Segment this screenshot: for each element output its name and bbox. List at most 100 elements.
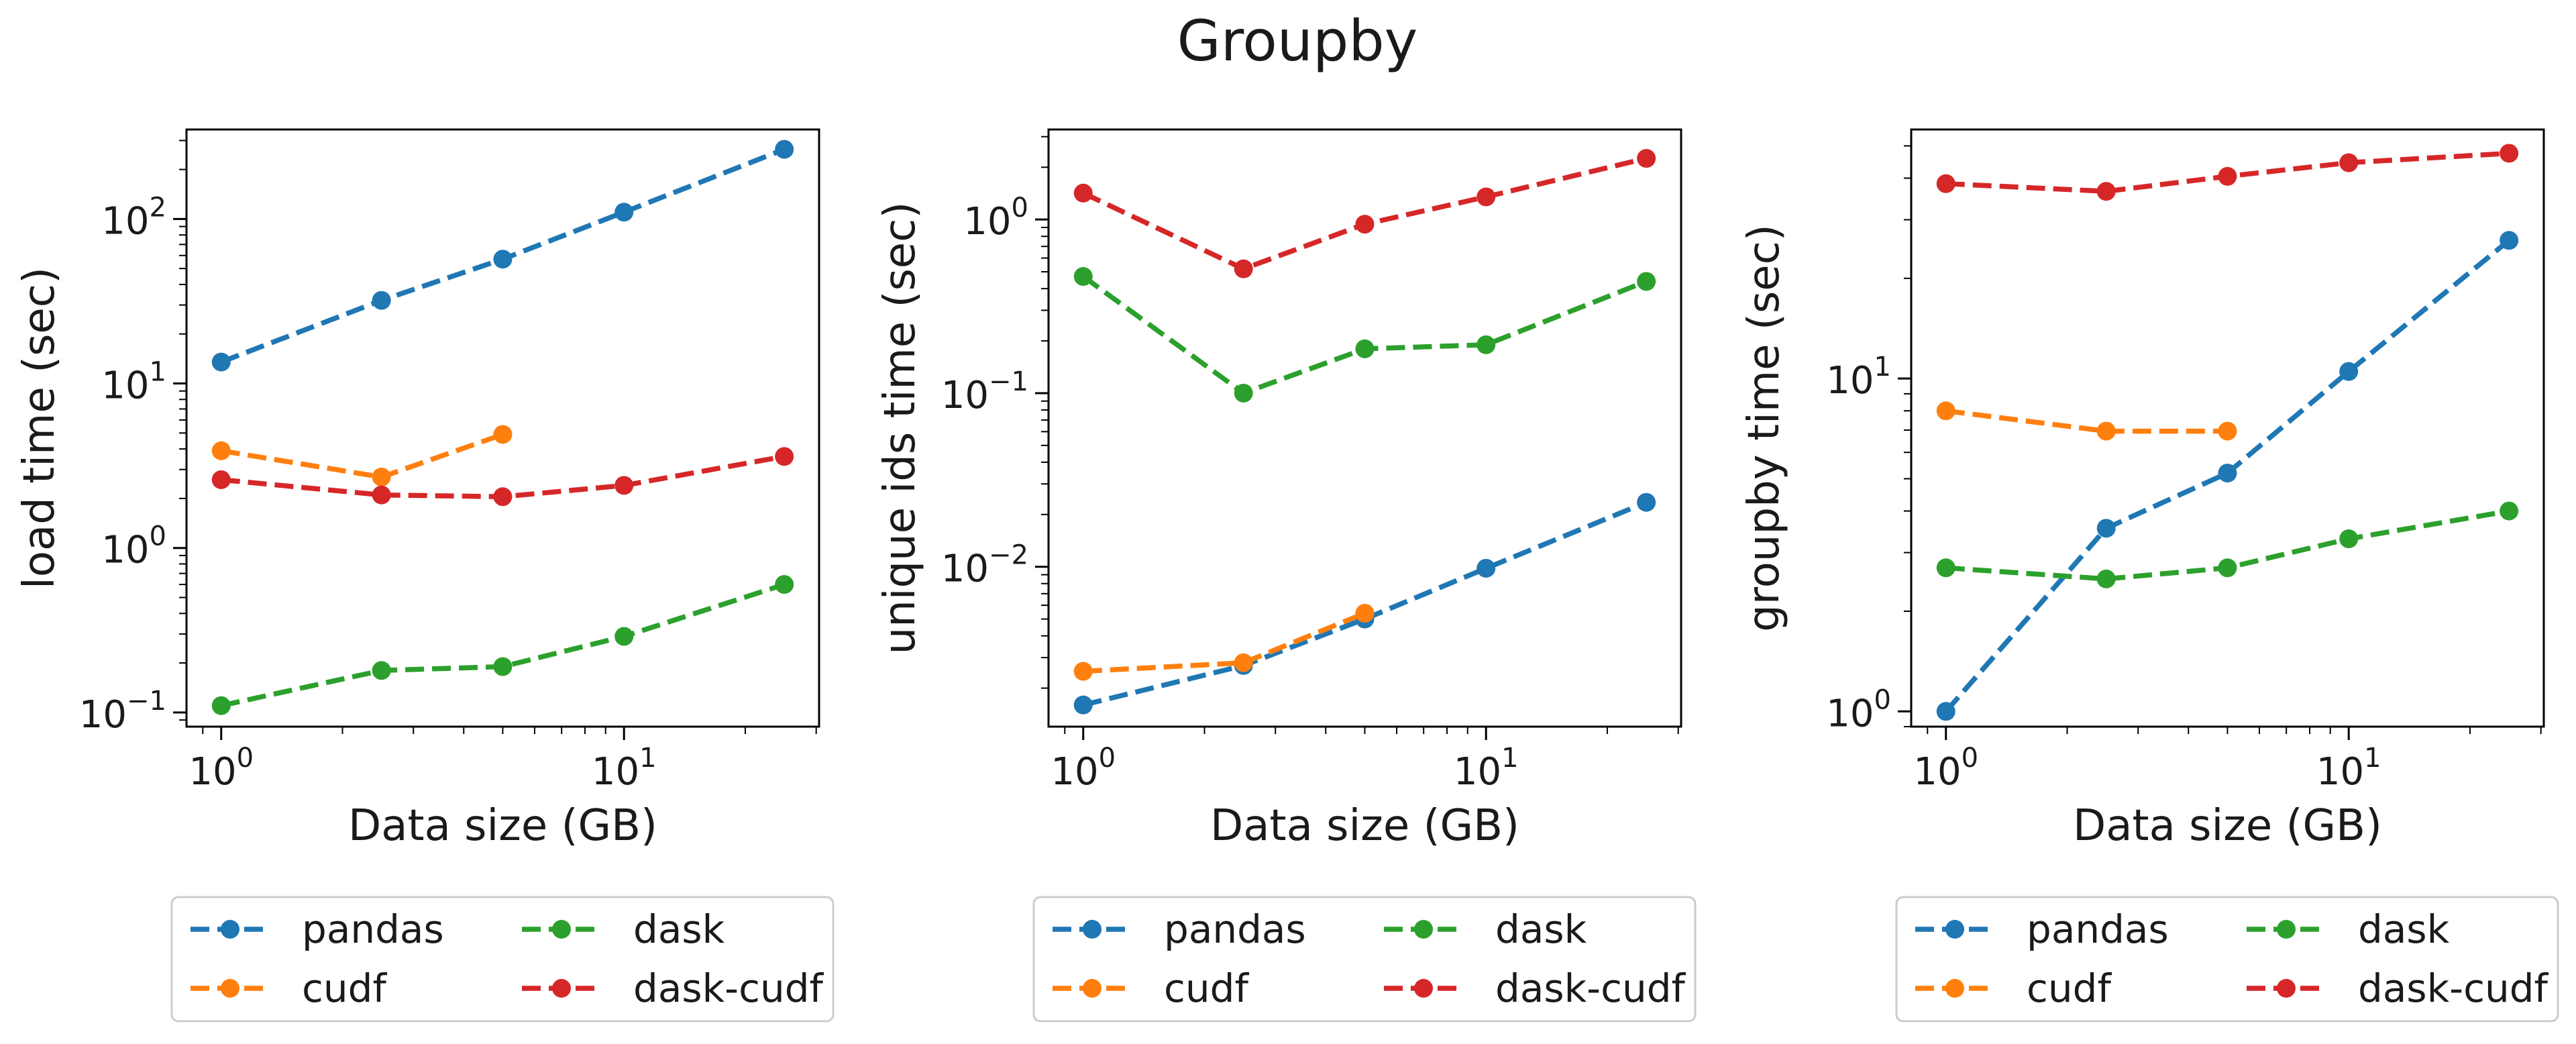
y-tick-exponent: 1	[1874, 352, 1891, 382]
y-tick-label: 102	[101, 192, 166, 243]
series-group	[1073, 149, 1656, 715]
y-tick-exponent: −1	[127, 686, 166, 717]
data-point-pandas	[1637, 492, 1656, 512]
x-axis-label: Data size (GB)	[348, 801, 657, 851]
series-line-cudf	[1083, 611, 1366, 674]
data-point-pandas	[1073, 695, 1093, 715]
data-point-pandas	[2096, 519, 2116, 538]
data-point-dask-cudf	[1477, 187, 1496, 207]
data-point-cudf	[2218, 421, 2237, 441]
data-point-pandas	[775, 140, 794, 159]
data-point-dask	[1234, 383, 1253, 403]
data-point-dask-cudf	[1073, 183, 1093, 203]
y-tick-base: 10	[101, 199, 149, 243]
data-point-pandas	[493, 250, 513, 269]
data-point-dask	[1477, 335, 1496, 354]
legend-label-cudf: cudf	[1164, 965, 1249, 1011]
y-tick-base: 10	[1826, 359, 1874, 403]
legend-marker-dask-cudf	[552, 979, 571, 998]
data-point-dask-cudf	[1936, 174, 1955, 193]
y-tick-base: 10	[79, 693, 127, 737]
data-point-dask-cudf	[211, 470, 231, 489]
y-tick-label: 101	[1826, 352, 1891, 403]
legend-label-pandas: pandas	[1164, 906, 1306, 952]
series-line-dask-cudf	[1082, 156, 1647, 272]
x-axis-label: Data size (GB)	[1210, 801, 1519, 851]
y-tick-label: 100	[963, 193, 1028, 244]
series-line-pandas	[1082, 500, 1648, 708]
x-tick-exponent: 0	[237, 743, 254, 774]
y-tick-label: 10−2	[941, 540, 1028, 591]
y-tick-exponent: −1	[989, 366, 1028, 397]
data-point-dask-cudf	[775, 447, 794, 466]
x-tick-label: 101	[1454, 743, 1519, 794]
y-tick-label: 101	[101, 357, 166, 408]
data-point-pandas	[211, 352, 231, 372]
series-line-dask	[1081, 274, 1648, 396]
legend-label-dask: dask	[1495, 906, 1587, 952]
legend-label-cudf: cudf	[302, 965, 387, 1011]
x-tick-label: 101	[2316, 743, 2381, 794]
legend-label-dask-cudf: dask-cudf	[2358, 965, 2549, 1011]
legend-label-pandas: pandas	[302, 906, 444, 952]
legend-marker-pandas	[221, 920, 239, 939]
y-tick-exponent: 1	[150, 357, 166, 388]
series-line-cudf	[1945, 408, 2228, 434]
x-tick-label: 100	[1051, 743, 1116, 794]
data-point-pandas	[614, 203, 634, 222]
data-point-dask-cudf	[1355, 215, 1375, 234]
y-tick-base: 10	[101, 529, 149, 572]
data-point-dask-cudf	[1234, 259, 1253, 278]
legend: pandas cudf dask dask-cudf	[170, 896, 835, 1023]
x-tick-base: 10	[1913, 750, 1961, 794]
data-point-dask	[2096, 569, 2116, 588]
legend-label-dask-cudf: dask-cudf	[633, 965, 824, 1011]
legend-marker-pandas	[1945, 920, 1964, 939]
legend-box	[1032, 896, 1697, 1023]
legend-label-dask: dask	[2358, 906, 2450, 952]
axes-frame	[1910, 128, 2545, 728]
data-point-dask-cudf	[493, 487, 513, 507]
legend-marker-dask-cudf	[1414, 979, 1433, 998]
y-tick-label: 10−1	[79, 686, 166, 737]
legend-marker-dask	[2277, 920, 2296, 939]
data-point-dask-cudf	[2500, 144, 2519, 163]
legend-box	[170, 896, 835, 1023]
data-point-cudf	[1355, 603, 1375, 623]
data-point-dask	[1355, 339, 1375, 358]
x-tick-exponent: 1	[2364, 743, 2381, 774]
legend-marker-cudf	[221, 979, 239, 998]
series-group	[1936, 144, 2519, 721]
data-point-cudf	[372, 467, 391, 486]
data-point-cudf	[1234, 653, 1253, 672]
x-tick-exponent: 0	[1962, 743, 1978, 774]
data-point-dask-cudf	[614, 476, 634, 495]
data-point-dask	[2339, 529, 2359, 549]
legend-label-cudf: cudf	[2027, 965, 2112, 1011]
x-axis-label: Data size (GB)	[2073, 801, 2382, 851]
y-tick-exponent: 0	[1874, 684, 1891, 715]
data-point-dask-cudf	[372, 485, 391, 505]
data-point-dask	[1936, 558, 1955, 578]
data-point-dask	[493, 657, 513, 676]
x-tick-label: 100	[1913, 743, 1978, 794]
data-point-dask-cudf	[2339, 153, 2359, 172]
data-point-pandas	[2339, 362, 2359, 381]
legend-label-dask-cudf: dask-cudf	[1495, 965, 1686, 1011]
data-point-cudf	[211, 441, 231, 460]
y-tick-base: 10	[1826, 692, 1874, 735]
y-tick-base: 10	[941, 547, 989, 591]
data-point-dask	[775, 575, 794, 594]
data-point-dask-cudf	[2218, 166, 2237, 186]
x-tick-base: 10	[592, 750, 639, 794]
legend-label-pandas: pandas	[2027, 906, 2169, 952]
x-tick-label: 100	[189, 743, 254, 794]
x-tick-exponent: 1	[1501, 743, 1518, 774]
axes-frame	[1047, 128, 1682, 728]
y-tick-label: 100	[1826, 684, 1891, 735]
y-tick-base: 10	[963, 200, 1011, 244]
legend-marker-cudf	[1083, 979, 1102, 998]
x-tick-base: 10	[189, 750, 236, 794]
